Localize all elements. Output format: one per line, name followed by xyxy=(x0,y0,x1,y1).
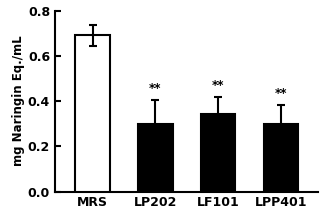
Bar xyxy=(138,124,173,192)
Text: **: ** xyxy=(149,82,162,95)
Text: **: ** xyxy=(274,87,287,100)
Y-axis label: mg Naringin Eq./mL: mg Naringin Eq./mL xyxy=(12,36,25,166)
Bar xyxy=(75,35,110,192)
Bar xyxy=(263,124,298,192)
Text: **: ** xyxy=(212,79,224,92)
Bar xyxy=(201,114,235,192)
